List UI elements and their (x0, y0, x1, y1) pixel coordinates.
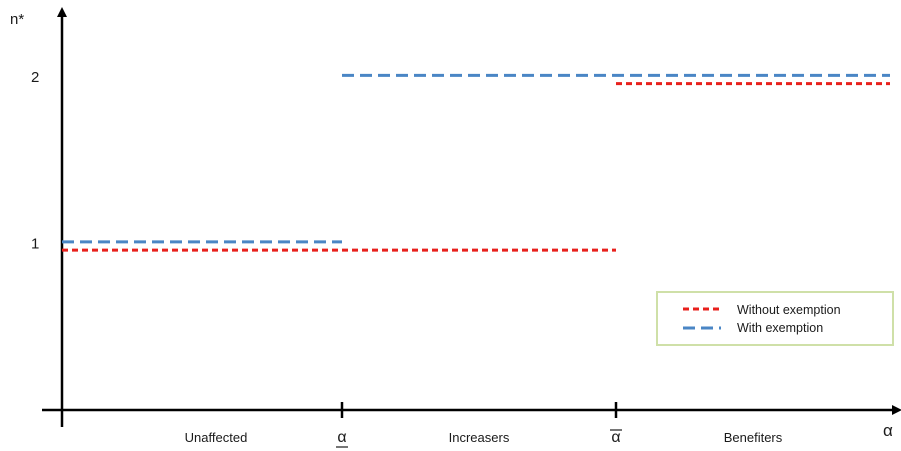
legend-box (656, 291, 894, 346)
x-tick-label-1: α (611, 429, 620, 446)
legend-label-without-exemption: Without exemption (737, 303, 841, 317)
region-label-increasers: Increasers (449, 430, 510, 445)
y-tick-label-1: 2 (31, 69, 39, 86)
region-label-unaffected: Unaffected (185, 430, 248, 445)
y-axis-label: n* (10, 11, 24, 28)
x-axis-label: α (883, 421, 893, 440)
series-group (62, 73, 890, 252)
legend-label-with-exemption: With exemption (737, 321, 823, 335)
tick-group: 1 2 α α (31, 69, 622, 448)
region-label-benefiters: Benefiters (724, 430, 783, 445)
legend: Without exemption With exemption (656, 291, 894, 346)
y-tick-label-0: 1 (31, 236, 39, 253)
region-label-group: Unaffected Increasers Benefiters (185, 430, 783, 445)
x-tick-label-0: α (337, 429, 346, 446)
